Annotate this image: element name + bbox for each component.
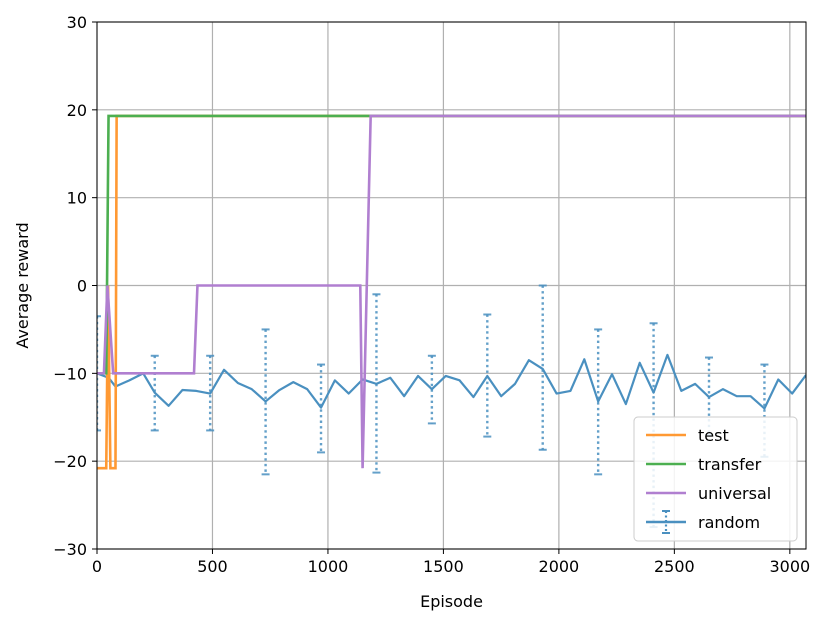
- y-tick-label: −20: [53, 452, 87, 471]
- ticks: 0 500 1000 1500 2000 2500 3000 −30 −20 −10 0 10 20 30: [53, 13, 810, 576]
- y-tick-label: −10: [53, 364, 87, 383]
- legend-label-universal: universal: [698, 484, 771, 503]
- y-axis-label: Average reward: [13, 222, 32, 348]
- legend-label-test: test: [698, 426, 729, 445]
- series-random-line: [97, 353, 806, 410]
- x-tick-label: 3000: [769, 557, 810, 576]
- x-tick-label: 1500: [423, 557, 464, 576]
- x-tick-label: 2500: [654, 557, 695, 576]
- legend-box: [633, 416, 798, 542]
- y-tick-label: 0: [77, 277, 87, 296]
- series-transfer-line: [97, 114, 806, 375]
- legend: test transfer universal random: [633, 416, 798, 542]
- plot-series: [97, 114, 806, 529]
- y-tick-label: 10: [67, 189, 87, 208]
- y-tick-label: 30: [67, 13, 87, 32]
- x-tick-label: 0: [92, 557, 102, 576]
- series-universal-line: [97, 114, 806, 469]
- y-tick-label: 20: [67, 101, 87, 120]
- legend-label-transfer: transfer: [698, 455, 762, 474]
- x-tick-label: 500: [197, 557, 228, 576]
- y-tick-label: −30: [53, 540, 87, 559]
- x-axis-label: Episode: [420, 592, 483, 611]
- legend-label-random: random: [698, 513, 760, 532]
- x-tick-label: 1000: [308, 557, 349, 576]
- series-test-line: [97, 114, 806, 470]
- x-tick-label: 2000: [539, 557, 580, 576]
